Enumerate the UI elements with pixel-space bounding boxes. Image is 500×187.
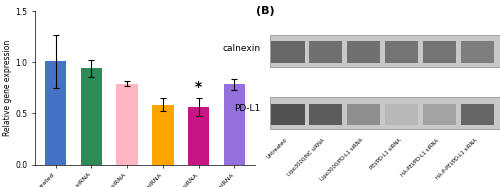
Bar [224,84,245,165]
Bar [461,41,494,63]
Bar [271,104,304,125]
Text: PD-L1: PD-L1 [234,104,261,113]
Bar [271,41,304,63]
Text: Untreated: Untreated [266,137,288,160]
Text: (B): (B) [256,6,275,16]
Text: Lipo3000/PD-L1 siRNA: Lipo3000/PD-L1 siRNA [319,137,364,182]
Bar [309,41,342,63]
Text: HA-PEI/PD-L1 siRNA: HA-PEI/PD-L1 siRNA [400,137,440,177]
Text: *: * [195,79,202,94]
Bar [423,41,456,63]
Text: PEI/PD-L1 siRNA: PEI/PD-L1 siRNA [368,137,402,170]
FancyBboxPatch shape [270,97,500,129]
FancyBboxPatch shape [270,35,500,67]
Bar [152,105,174,165]
Bar [385,104,418,125]
Text: calnexin: calnexin [222,44,261,53]
Bar [347,104,380,125]
Text: HA-P-PEI/PD-L1 siRNA: HA-P-PEI/PD-L1 siRNA [434,137,478,180]
Text: Lipo3000/NC siRNA: Lipo3000/NC siRNA [286,137,326,177]
Bar [80,68,102,165]
Bar [188,107,210,165]
Bar [423,104,456,125]
Bar [45,61,66,165]
Bar [309,104,342,125]
Bar [461,104,494,125]
Bar [347,41,380,63]
Bar [116,84,138,165]
Bar [385,41,418,63]
Y-axis label: Relative gene expression: Relative gene expression [4,40,13,136]
